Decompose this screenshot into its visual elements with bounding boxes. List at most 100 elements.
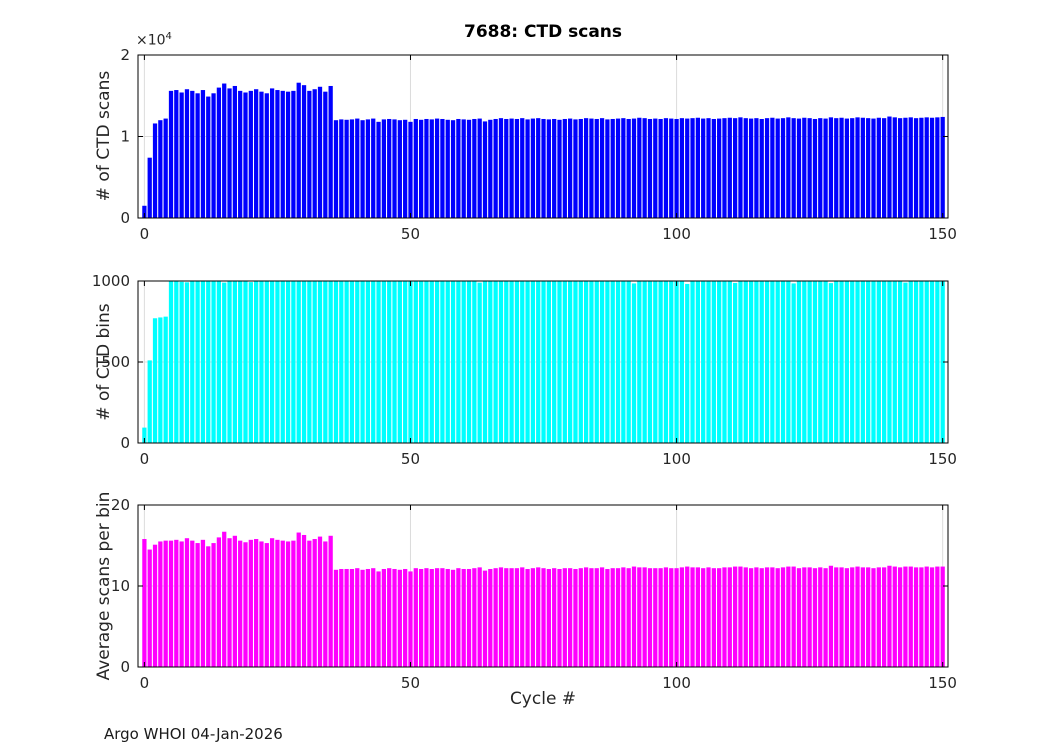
bar <box>764 118 770 218</box>
bar <box>711 281 716 443</box>
bar <box>573 568 578 667</box>
bar <box>935 566 940 667</box>
bar <box>844 281 850 443</box>
bar <box>216 281 222 443</box>
bar <box>546 568 551 667</box>
bar <box>163 540 168 667</box>
bar <box>488 281 493 443</box>
bar <box>472 118 477 218</box>
bar <box>365 281 371 443</box>
bar <box>780 281 786 443</box>
bar <box>642 118 647 218</box>
bar <box>711 568 716 667</box>
bar <box>647 281 653 443</box>
bar <box>866 281 871 443</box>
bar <box>541 118 546 218</box>
bar <box>222 83 227 218</box>
bar <box>887 116 892 218</box>
bar <box>195 543 200 667</box>
bar <box>232 85 237 218</box>
bar <box>323 541 328 667</box>
bar <box>860 117 865 218</box>
bar <box>323 91 328 218</box>
bar <box>227 538 232 667</box>
bar <box>525 281 530 443</box>
bar <box>317 281 323 443</box>
bar <box>796 118 802 218</box>
bar <box>897 118 903 218</box>
bar <box>419 568 424 667</box>
bar <box>254 539 259 667</box>
x-axis-label: Cycle # <box>509 689 577 709</box>
bar <box>200 281 206 443</box>
figure-footer: Argo WHOI 04-Jan-2026 <box>104 725 283 743</box>
bar <box>301 534 307 667</box>
bar <box>599 281 605 443</box>
bar <box>397 569 402 667</box>
bar <box>717 118 722 218</box>
bar <box>754 281 759 443</box>
bar <box>897 281 903 443</box>
bar <box>732 282 738 443</box>
bar <box>520 567 525 667</box>
bar <box>658 568 663 667</box>
bar <box>823 568 828 667</box>
bar <box>679 118 685 218</box>
bar <box>184 538 190 667</box>
bar <box>929 567 935 667</box>
bar <box>211 93 216 218</box>
x-tick-label: 0 <box>140 450 150 468</box>
bar <box>935 117 940 218</box>
bar <box>206 546 211 667</box>
bar <box>892 281 897 443</box>
bar <box>823 281 828 443</box>
bar <box>355 568 360 667</box>
bar <box>200 90 206 218</box>
bar <box>562 118 567 218</box>
bar <box>456 281 461 443</box>
bar <box>876 281 881 443</box>
bar <box>823 118 828 218</box>
bar <box>940 116 945 218</box>
bar <box>222 282 227 443</box>
bar <box>828 117 834 218</box>
bar <box>610 568 615 667</box>
bar <box>450 281 456 443</box>
bar <box>722 281 727 443</box>
bar <box>605 281 610 443</box>
bar <box>924 566 929 667</box>
bar <box>280 90 285 218</box>
bar <box>701 118 706 218</box>
bar <box>344 281 349 443</box>
bar <box>743 281 748 443</box>
bar <box>706 567 711 667</box>
bar <box>866 567 871 667</box>
bar <box>876 567 881 667</box>
bar <box>727 567 732 667</box>
bar <box>839 281 844 443</box>
bar <box>690 118 695 218</box>
bar <box>344 119 349 218</box>
bar <box>285 541 291 667</box>
bar <box>791 283 796 443</box>
bar <box>642 567 647 667</box>
bar <box>690 567 695 667</box>
bar <box>504 118 509 218</box>
bar <box>450 120 456 218</box>
bar <box>387 118 392 218</box>
bar <box>355 281 360 443</box>
bar <box>179 92 184 218</box>
bar <box>706 118 711 218</box>
bar <box>371 281 376 443</box>
bar <box>525 119 530 218</box>
bar <box>381 568 387 667</box>
bar <box>653 568 658 667</box>
bar <box>807 281 812 443</box>
bar <box>243 542 248 667</box>
bar <box>269 281 275 443</box>
bar <box>717 281 722 443</box>
bar <box>360 281 365 443</box>
bar <box>850 118 855 218</box>
